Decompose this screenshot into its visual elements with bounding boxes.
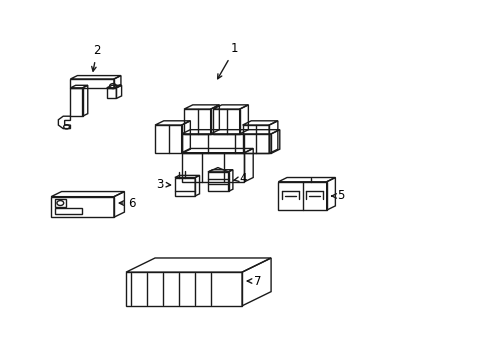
Text: 1: 1 (217, 42, 238, 79)
Text: 4: 4 (233, 172, 247, 185)
Text: 5: 5 (331, 189, 344, 202)
Text: 7: 7 (247, 275, 261, 288)
Text: 3: 3 (156, 178, 170, 191)
Text: 6: 6 (119, 197, 136, 210)
Text: 2: 2 (92, 44, 101, 71)
